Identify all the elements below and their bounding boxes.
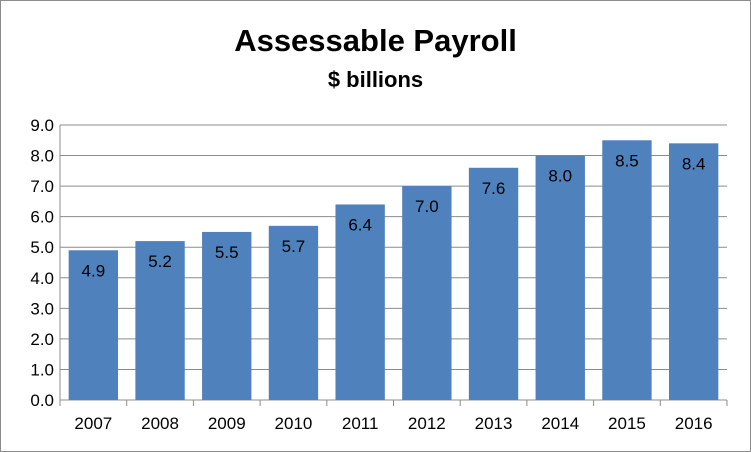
x-tick-label: 2012 <box>408 414 446 433</box>
y-tick-label: 5.0 <box>30 238 54 257</box>
bar <box>268 225 319 400</box>
bar <box>468 167 519 400</box>
y-tick-label: 7.0 <box>30 177 54 196</box>
x-tick-label: 2011 <box>342 414 379 433</box>
y-tick-label: 6.0 <box>30 208 54 227</box>
x-tick-label: 2007 <box>74 414 112 433</box>
y-tick-label: 3.0 <box>30 299 54 318</box>
bar <box>602 140 652 400</box>
data-label: 6.4 <box>348 215 372 234</box>
data-label: 7.6 <box>482 179 506 198</box>
x-tick-label: 2008 <box>141 414 179 433</box>
y-tick-label: 4.0 <box>30 269 54 288</box>
bar <box>535 155 585 400</box>
data-label: 8.4 <box>682 154 706 173</box>
bar <box>202 231 252 400</box>
chart-title: Assessable Payroll <box>234 23 517 58</box>
bar <box>135 241 185 400</box>
y-tick-label: 0.0 <box>30 391 54 410</box>
data-label: 5.2 <box>148 252 172 271</box>
y-tick-label: 1.0 <box>30 360 54 379</box>
data-label: 7.0 <box>415 197 439 216</box>
bar <box>402 186 452 400</box>
data-label: 4.9 <box>82 261 106 280</box>
bar <box>668 143 719 401</box>
y-tick-label: 2.0 <box>30 330 54 349</box>
x-tick-label: 2016 <box>675 414 713 433</box>
data-label: 8.0 <box>548 167 572 186</box>
x-tick-label: 2015 <box>608 414 646 433</box>
x-tick-label: 2010 <box>275 414 313 433</box>
data-label: 5.5 <box>215 243 239 262</box>
data-label: 5.7 <box>282 237 306 256</box>
x-tick-label: 2013 <box>475 414 513 433</box>
x-tick-label: 2014 <box>541 414 579 433</box>
x-tick-label: 2009 <box>208 414 246 433</box>
chart-subtitle: $ billions <box>327 67 424 92</box>
y-tick-label: 8.0 <box>30 147 54 166</box>
bar <box>335 204 385 400</box>
data-label: 8.5 <box>615 151 639 170</box>
y-tick-label: 9.0 <box>30 116 54 135</box>
bar <box>68 250 119 400</box>
